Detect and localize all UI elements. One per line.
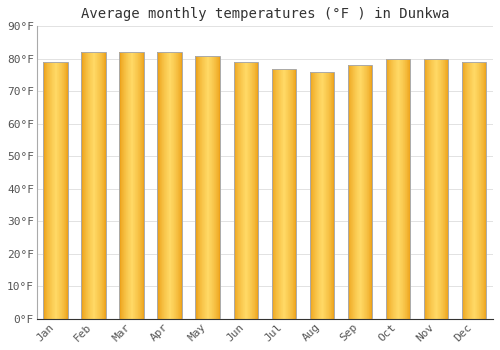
Bar bbox=[462, 62, 486, 319]
Bar bbox=[196, 56, 220, 319]
Title: Average monthly temperatures (°F ) in Dunkwa: Average monthly temperatures (°F ) in Du… bbox=[80, 7, 449, 21]
Bar bbox=[44, 62, 68, 319]
Bar bbox=[386, 59, 410, 319]
Bar bbox=[424, 59, 448, 319]
Bar bbox=[348, 65, 372, 319]
Bar bbox=[82, 52, 106, 319]
Bar bbox=[120, 52, 144, 319]
Bar bbox=[310, 72, 334, 319]
Bar bbox=[158, 52, 182, 319]
Bar bbox=[272, 69, 296, 319]
Bar bbox=[234, 62, 258, 319]
